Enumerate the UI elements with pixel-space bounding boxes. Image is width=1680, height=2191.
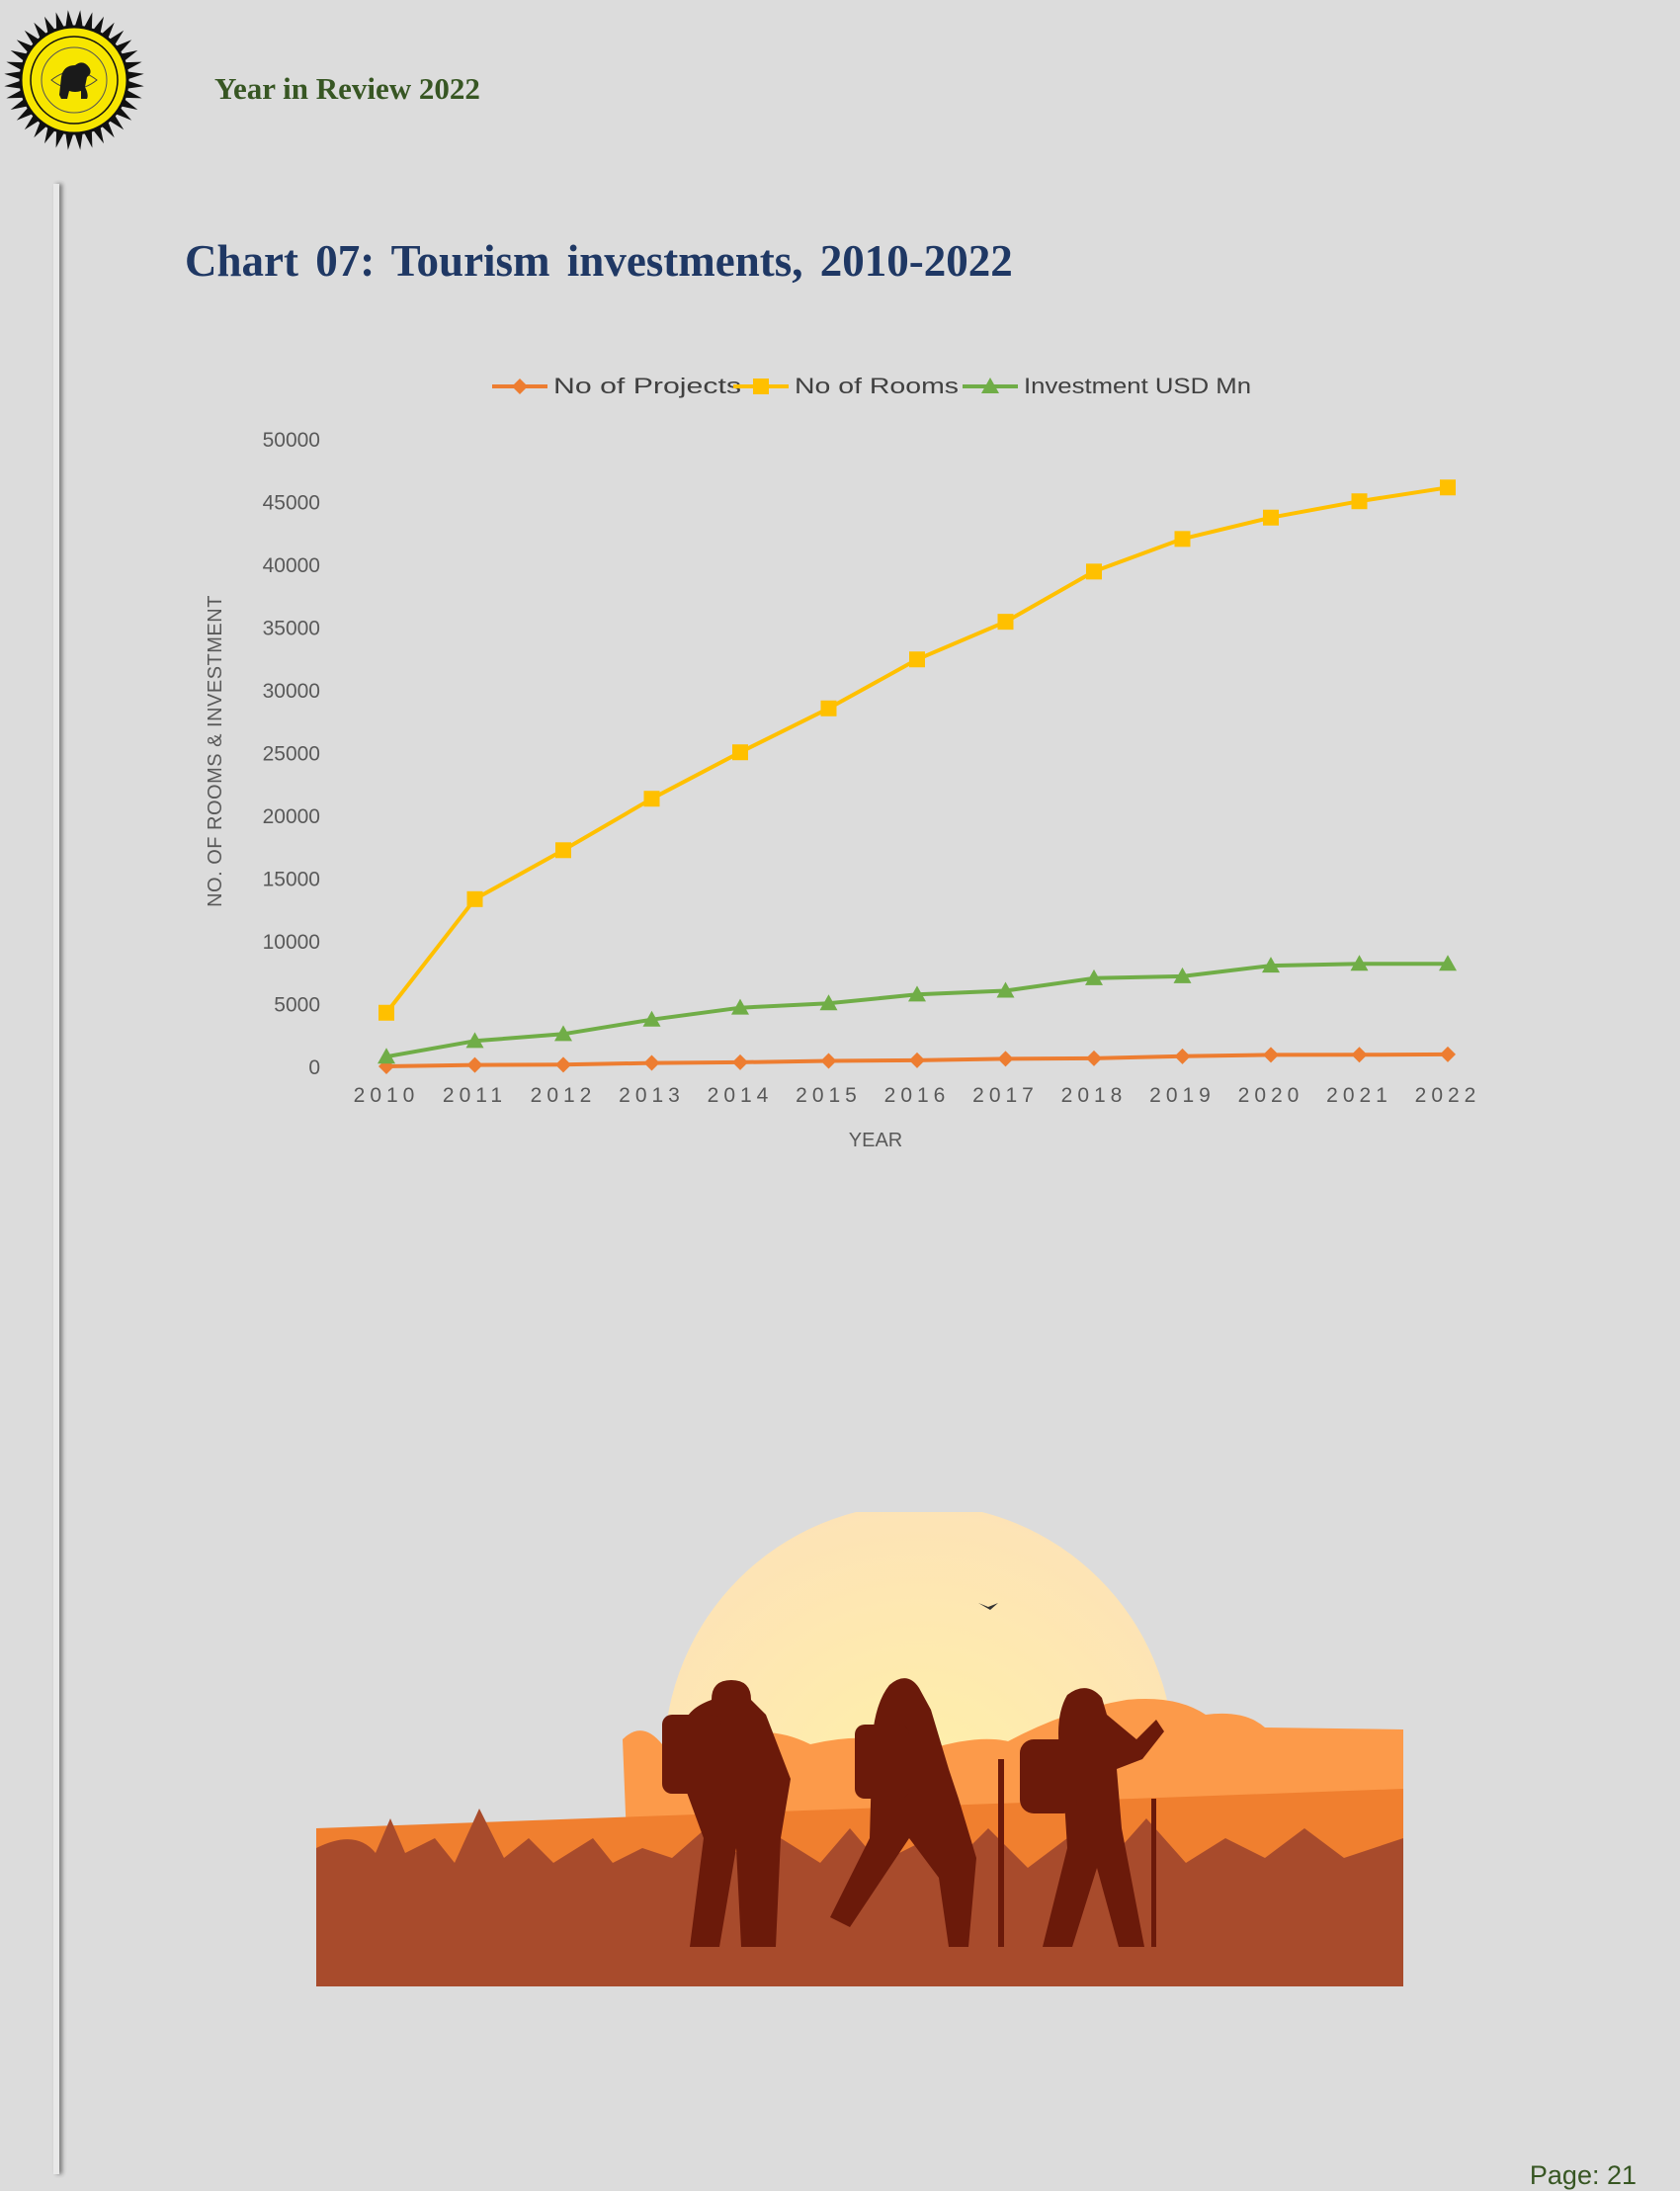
data-point-marker (643, 1054, 660, 1071)
y-axis-label: NO. OF ROOMS & INVESTMENT (205, 595, 226, 907)
data-point-marker (1439, 955, 1457, 971)
x-tick-label: 2017 (972, 1084, 1039, 1107)
report-title: Year in Review 2022 (214, 71, 480, 106)
data-point-marker (1440, 1046, 1456, 1062)
data-point-marker (997, 614, 1014, 631)
data-point-marker (1173, 967, 1192, 983)
data-point-marker (732, 744, 748, 761)
hikers-at-sunset-illustration (316, 1512, 1403, 1986)
tourism-seal-logo-icon (4, 10, 144, 150)
legend-swatch-marker (753, 379, 769, 394)
data-point-marker (997, 1051, 1014, 1067)
y-tick-label: 20000 (263, 805, 320, 828)
data-point-marker (1350, 955, 1369, 971)
x-tick-label: 2015 (796, 1084, 862, 1107)
chart-heading: Chart 07: Tourism investments, 2010-2022 (185, 236, 1013, 286)
data-point-marker (1263, 509, 1279, 526)
x-tick-label: 2019 (1149, 1084, 1216, 1107)
chart-legend: No of Projects No of Rooms Investment USD … (492, 374, 1251, 398)
data-point-marker (466, 890, 483, 907)
data-point-marker (1086, 1050, 1102, 1066)
legend-label: No of Rooms (795, 374, 959, 398)
y-tick-label: 15000 (263, 869, 320, 891)
left-margin-rule (53, 184, 59, 2174)
data-point-marker (820, 700, 837, 716)
data-point-marker (1085, 969, 1103, 985)
y-tick-label: 5000 (274, 994, 320, 1017)
x-tick-label: 2013 (619, 1084, 685, 1107)
y-tick-label: 40000 (263, 554, 320, 577)
series-line (385, 962, 1448, 1059)
y-tick-label: 25000 (263, 743, 320, 766)
legend-swatch-marker (512, 379, 528, 394)
tourism-investments-line-chart: No of Projects No of Rooms Investment USD … (205, 374, 1481, 1151)
x-tick-label: 2016 (884, 1084, 951, 1107)
data-point-marker (1174, 531, 1191, 548)
y-tick-label: 0 (308, 1056, 320, 1079)
y-tick-label: 50000 (263, 429, 320, 452)
legend-swatch-marker (981, 378, 999, 393)
data-point-marker (555, 842, 571, 859)
data-point-marker (465, 1032, 484, 1049)
data-point-marker (909, 651, 925, 668)
data-point-marker (1086, 563, 1102, 580)
series-lines (378, 479, 1457, 1074)
x-tick-label: 2021 (1326, 1084, 1392, 1107)
y-tick-label: 30000 (263, 680, 320, 703)
data-point-marker (1262, 957, 1280, 973)
legend-label: No of Projects (553, 374, 741, 398)
x-tick-label: 2014 (708, 1084, 774, 1107)
data-point-marker (819, 994, 838, 1011)
page-number: Page: 21 (1529, 2160, 1637, 2190)
y-tick-label: 45000 (263, 492, 320, 515)
y-tick-label: 35000 (263, 618, 320, 640)
data-point-marker (642, 1010, 661, 1027)
series-line (384, 485, 1449, 1015)
data-point-marker (820, 1053, 837, 1069)
data-point-marker (732, 1053, 748, 1070)
x-tick-label: 2010 (354, 1084, 420, 1107)
x-axis-ticks: 2010 2011 2012 2013 2014 2015 2016 2017 2018 2019… (354, 1084, 1481, 1107)
data-point-marker (466, 1056, 483, 1073)
data-point-marker (1351, 1047, 1368, 1063)
x-tick-label: 2011 (443, 1084, 507, 1107)
data-point-marker (908, 985, 926, 1002)
data-point-marker (1440, 479, 1456, 496)
x-axis-label: YEAR (849, 1130, 902, 1151)
data-point-marker (378, 1048, 395, 1064)
data-point-marker (909, 1052, 925, 1068)
x-tick-label: 2018 (1061, 1084, 1128, 1107)
x-tick-label: 2012 (531, 1084, 597, 1107)
y-tick-label: 10000 (263, 931, 320, 954)
data-point-marker (996, 981, 1015, 998)
data-point-marker (1174, 1048, 1191, 1064)
legend-label: Investment USD Mn (1024, 374, 1251, 398)
data-point-marker (555, 1056, 571, 1073)
data-point-marker (1263, 1047, 1279, 1063)
data-point-marker (731, 998, 749, 1015)
data-point-marker (378, 1004, 394, 1021)
x-tick-label: 2020 (1238, 1084, 1304, 1107)
x-tick-label: 2022 (1415, 1084, 1481, 1107)
data-point-marker (643, 791, 660, 807)
data-point-marker (1351, 493, 1368, 510)
data-point-marker (554, 1025, 572, 1042)
y-axis-ticks: 0 5000 10000 15000 20000 25000 30000 35000 40000… (263, 429, 320, 1079)
